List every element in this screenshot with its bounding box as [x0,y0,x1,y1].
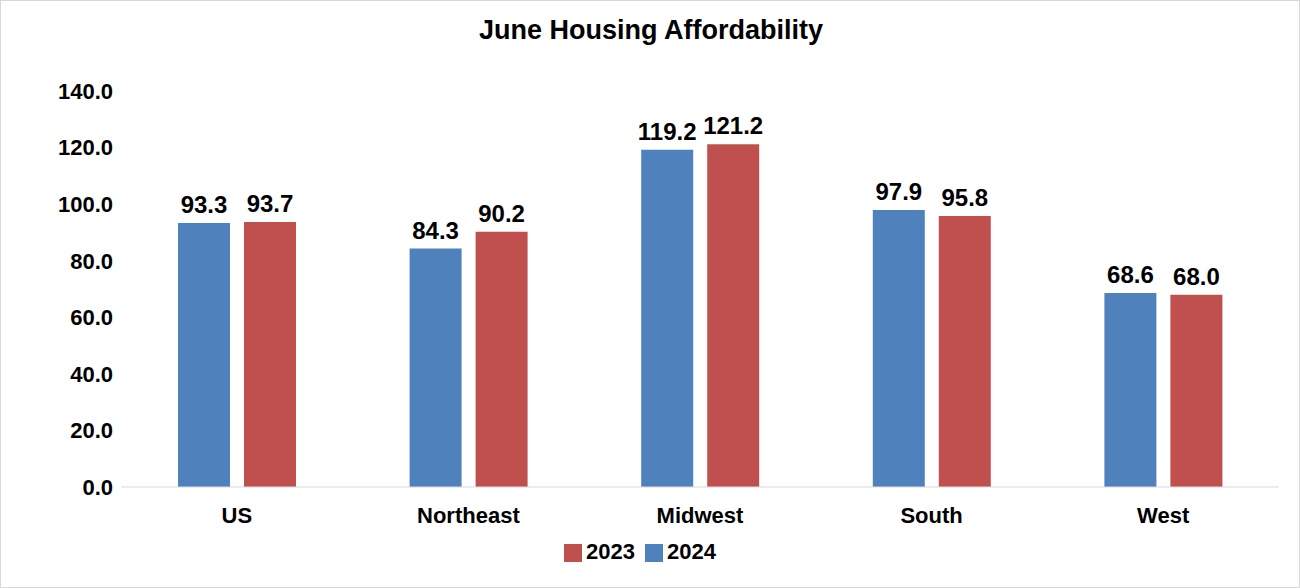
svg-text:20.0: 20.0 [70,418,113,443]
svg-text:60.0: 60.0 [70,305,113,330]
svg-text:Northeast: Northeast [417,503,520,528]
svg-text:90.2: 90.2 [478,200,525,227]
svg-text:100.0: 100.0 [58,192,113,217]
svg-text:40.0: 40.0 [70,362,113,387]
html-text:2023: 2023 [586,539,635,564]
html-text:2024: 2024 [667,539,716,564]
svg-text:68.0: 68.0 [1173,263,1220,290]
svg-text:South: South [900,503,962,528]
svg-text:121.2: 121.2 [703,112,763,139]
svg-text:140.0: 140.0 [58,79,113,104]
svg-text:0.0: 0.0 [82,475,113,500]
svg-text:84.3: 84.3 [412,217,459,244]
svg-text:Midwest: Midwest [657,503,744,528]
svg-text:93.3: 93.3 [181,191,228,218]
svg-text:80.0: 80.0 [70,249,113,274]
html-text:June Housing Affordability: June Housing Affordability [479,15,823,45]
svg-text:West: West [1137,503,1190,528]
svg-text:119.2: 119.2 [638,118,697,145]
svg-text:93.7: 93.7 [247,190,294,217]
svg-text:US: US [222,503,253,528]
svg-text:95.8: 95.8 [941,184,988,211]
svg-text:68.6: 68.6 [1107,261,1154,288]
svg-text:97.9: 97.9 [875,178,922,205]
svg-text:120.0: 120.0 [58,135,113,160]
